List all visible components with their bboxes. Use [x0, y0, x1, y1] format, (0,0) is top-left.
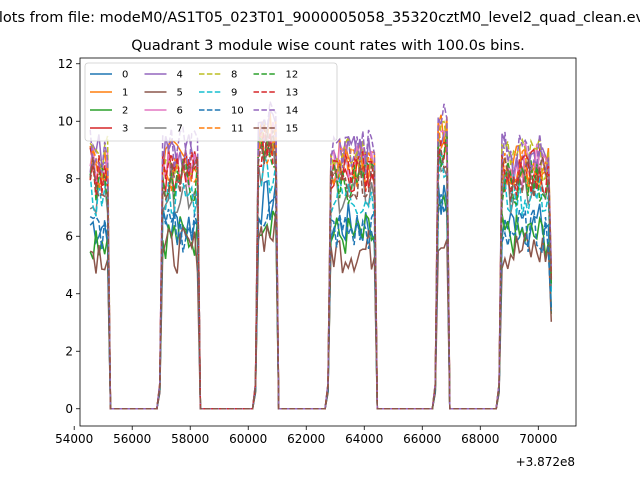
legend-entry-1: 1 — [122, 88, 128, 99]
legend-entry-9: 9 — [231, 88, 237, 99]
y-tick-label: 10 — [58, 114, 73, 128]
series-line-15 — [89, 128, 553, 410]
chart-title: Quadrant 3 module wise count rates with … — [131, 38, 525, 54]
legend-entry-8: 8 — [231, 70, 237, 81]
legend-entry-3: 3 — [122, 124, 128, 135]
legend-entry-4: 4 — [177, 70, 183, 81]
y-tick-label: 12 — [58, 57, 73, 71]
y-tick-label: 4 — [65, 287, 73, 301]
legend-entry-6: 6 — [177, 106, 183, 117]
legend-entry-14: 14 — [286, 106, 299, 117]
x-tick-label: 60000 — [229, 432, 267, 446]
y-tick-label: 8 — [65, 172, 73, 186]
x-tick-label: 58000 — [171, 432, 209, 446]
legend-entry-7: 7 — [177, 124, 183, 135]
legend-entry-5: 5 — [177, 88, 183, 99]
y-tick-label: 6 — [65, 229, 73, 243]
x-tick-label: 66000 — [403, 432, 441, 446]
legend-entry-0: 0 — [122, 70, 128, 81]
legend-entry-2: 2 — [122, 106, 128, 117]
series-layer — [89, 101, 553, 410]
legend-entry-10: 10 — [231, 106, 244, 117]
x-tick-label: 54000 — [55, 432, 93, 446]
y-tick-label: 0 — [65, 402, 73, 416]
x-tick-label: 64000 — [345, 432, 383, 446]
x-tick-label: 68000 — [461, 432, 499, 446]
x-tick-label: 56000 — [113, 432, 151, 446]
x-tick-label: 62000 — [287, 432, 325, 446]
figure-suptitle: Plots from file: modeM0/AS1T05_023T01_90… — [0, 10, 640, 26]
axes-frame — [79, 57, 577, 427]
legend-entry-13: 13 — [286, 88, 299, 99]
x-axis-offset-label: +3.872e8 — [516, 455, 575, 469]
x-tick-label: 70000 — [519, 432, 557, 446]
legend-entry-15: 15 — [286, 124, 299, 135]
y-tick-label: 2 — [65, 344, 73, 358]
legend-entry-12: 12 — [286, 70, 299, 81]
axes-layer: 54000 56000 58000 60000 62000 64000 66000 68000… — [55, 57, 577, 446]
legend-entry-11: 11 — [231, 124, 244, 135]
legend-box — [84, 62, 338, 142]
